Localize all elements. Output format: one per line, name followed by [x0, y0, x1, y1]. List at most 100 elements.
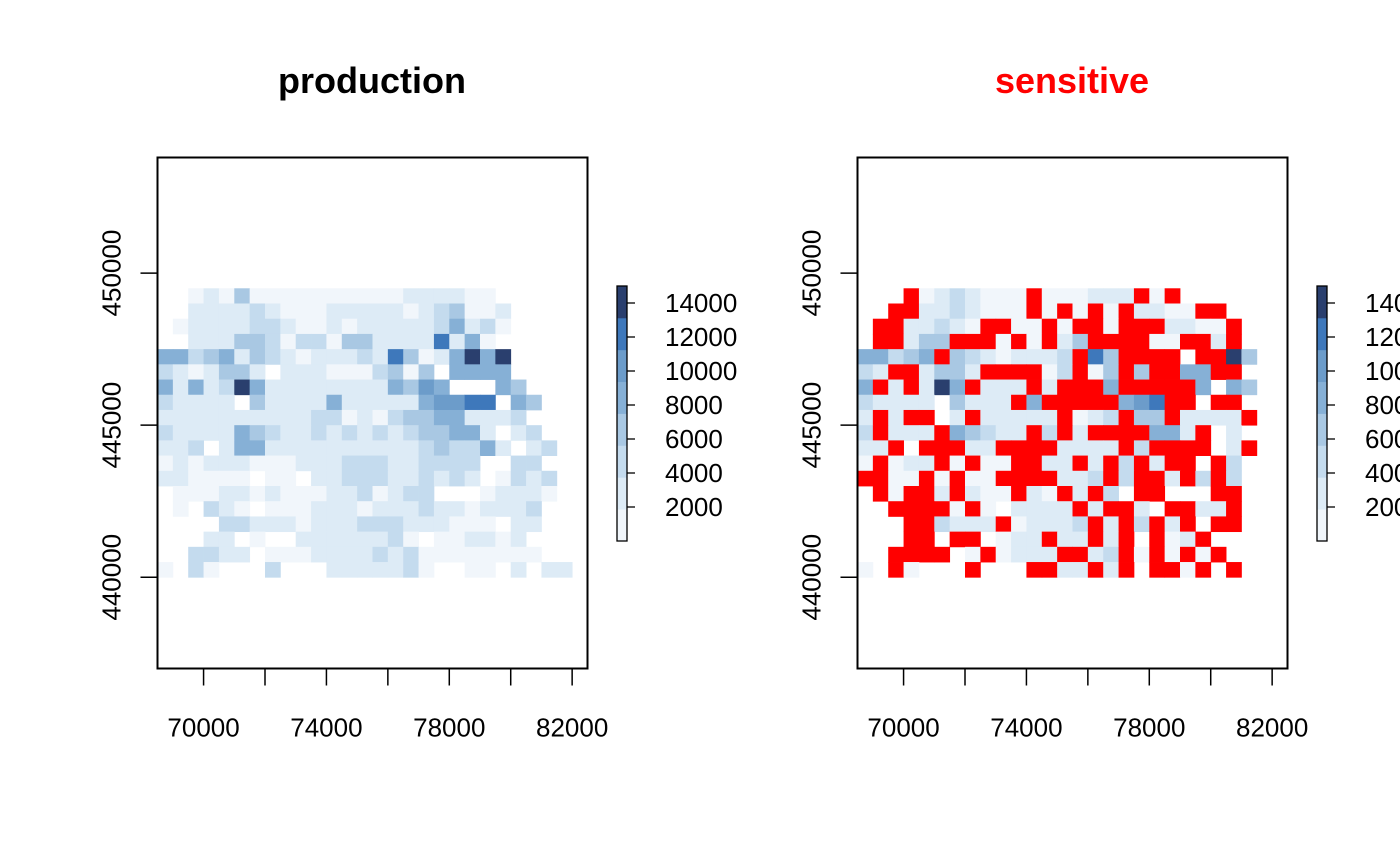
heatmap-cell [218, 531, 235, 548]
heatmap-cell [188, 318, 204, 335]
heatmap-cell [1133, 349, 1150, 365]
heatmap-cell [249, 516, 266, 533]
heatmap-cell [418, 562, 435, 578]
heatmap-cell [1241, 349, 1258, 365]
heatmap-cell [433, 546, 450, 563]
heatmap-cell [464, 394, 481, 411]
heatmap-cell [449, 470, 466, 487]
heatmap-cell [372, 349, 389, 365]
heatmap-cell [965, 501, 981, 517]
heatmap-cell [188, 409, 204, 426]
heatmap-cell [918, 470, 935, 487]
heatmap-cell [1180, 531, 1196, 548]
color-legend: 2000 4000 6000 8000 10000 12000 14000 [616, 285, 737, 542]
heatmap-cell [418, 303, 435, 320]
heatmap-cell [918, 455, 935, 472]
heatmap-cell [387, 333, 404, 350]
heatmap-cell [372, 486, 389, 502]
heatmap-cell [1103, 562, 1119, 578]
heatmap-cell [872, 394, 889, 411]
heatmap-cell [357, 379, 373, 396]
heatmap-cell [357, 516, 373, 533]
heatmap-cell [1011, 516, 1027, 533]
x-tick-label: 70000 [867, 713, 939, 743]
heatmap-cell [326, 501, 343, 517]
heatmap-cell [995, 349, 1012, 365]
heatmap-cell [995, 409, 1012, 426]
heatmap-cell [341, 425, 358, 441]
heatmap-cell [480, 501, 496, 517]
heatmap-cell [234, 349, 251, 365]
heatmap-cell [249, 409, 266, 426]
heatmap-cell [1087, 364, 1104, 380]
x-axis: 70000 74000 78000 82000 [167, 668, 608, 743]
heatmap-cell [341, 440, 358, 456]
heatmap-cell [326, 546, 343, 563]
heatmap-cell [1026, 409, 1043, 426]
heatmap-cell [1195, 349, 1212, 365]
heatmap-cell [1164, 349, 1181, 365]
heatmap-cell [357, 318, 373, 335]
heatmap-cell [387, 364, 404, 380]
heatmap-cell [903, 409, 920, 426]
heatmap-cell [1241, 440, 1258, 456]
heatmap-cell [357, 546, 373, 563]
heatmap-cell [1149, 455, 1166, 472]
heatmap-cell [510, 455, 527, 472]
heatmap-cell [464, 440, 481, 456]
heatmap-cell [188, 546, 204, 563]
heatmap-cell [1041, 562, 1058, 578]
heatmap-cell [1164, 364, 1181, 380]
heatmap-cell [265, 546, 281, 563]
heatmap-cell [357, 486, 373, 502]
heatmap-cell [995, 318, 1012, 335]
heatmap-cell [387, 425, 404, 441]
heatmap-cell [857, 364, 874, 380]
heatmap-cell [418, 364, 435, 380]
heatmap-cell [341, 349, 358, 365]
heatmap-cell [980, 440, 997, 456]
heatmap-cell [995, 364, 1012, 380]
x-tick-label: 74000 [290, 713, 362, 743]
heatmap-cell [1164, 546, 1181, 563]
heatmap-cell [1149, 470, 1166, 487]
heatmap-cell [903, 288, 920, 304]
heatmap-cell [965, 379, 981, 396]
heatmap-cell [372, 409, 389, 426]
heatmap-cell [526, 546, 542, 563]
heatmap-cell [1118, 440, 1135, 456]
heatmap-cell [1133, 455, 1150, 472]
heatmap-cell [1087, 318, 1104, 335]
chart-title: sensitive [995, 60, 1149, 101]
heatmap-cell [1103, 303, 1119, 320]
heatmap-cell [188, 425, 204, 441]
heatmap-cell [188, 333, 204, 350]
heatmap-cell [934, 303, 951, 320]
heatmap-cell [1195, 470, 1212, 487]
heatmap-cell [433, 333, 450, 350]
heatmap-cell [857, 379, 874, 396]
heatmap-cell [172, 455, 189, 472]
heatmap-cell [280, 318, 297, 335]
x-tick-label: 78000 [413, 713, 485, 743]
heatmap-cell [372, 516, 389, 533]
heatmap-cell [280, 303, 297, 320]
heatmap-cell [1103, 470, 1119, 487]
heatmap-cell [449, 531, 466, 548]
heatmap-cell [418, 546, 435, 563]
heatmap-cell [218, 516, 235, 533]
heatmap-cell [1072, 303, 1089, 320]
heatmap-cell [1057, 379, 1073, 396]
heatmap-cell [433, 318, 450, 335]
heatmap-cell [1026, 425, 1043, 441]
legend-tick-label: 4000 [1365, 458, 1400, 488]
heatmap-cell [480, 288, 496, 304]
heatmap-cell [903, 303, 920, 320]
heatmap-cell [1041, 425, 1058, 441]
heatmap-cell [1226, 333, 1242, 350]
heatmap-cell [1226, 470, 1242, 487]
heatmap-cell [1226, 486, 1242, 502]
heatmap-cell [1210, 470, 1227, 487]
heatmap-cell [295, 379, 312, 396]
heatmap-cell [449, 303, 466, 320]
